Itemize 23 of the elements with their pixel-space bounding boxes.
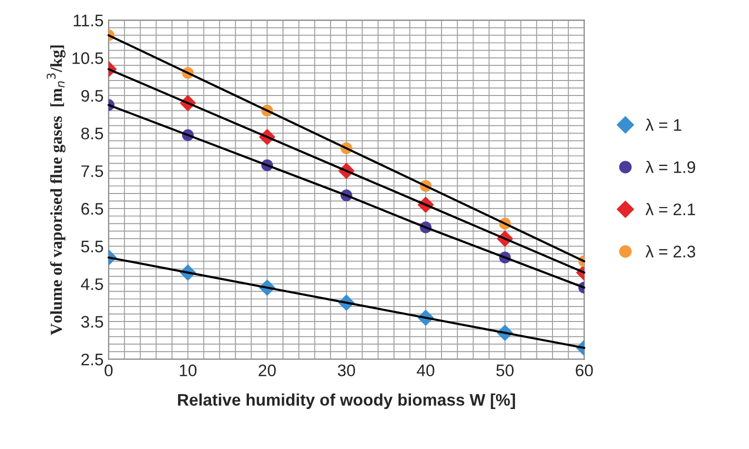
y-tick-label: 4.5 — [80, 278, 104, 290]
x-tick-label: 40 — [416, 364, 434, 376]
x-tick-label: 10 — [180, 364, 196, 376]
y-tick-label: 9.5 — [81, 90, 104, 102]
y-tick-label: 11.5 — [74, 14, 104, 26]
x-tick-label: 20 — [258, 364, 276, 376]
x-axis-title: Relative humidity of woody biomass W [%] — [178, 393, 515, 410]
y-tick-label: 6.5 — [81, 202, 104, 215]
x-tick-label: 50 — [496, 364, 514, 376]
x-tick-label: 60 — [576, 364, 593, 376]
y-tick-label: 7.5 — [81, 165, 104, 178]
legend-label: λ = 2.1 — [646, 203, 696, 216]
y-tick-label: 8.5 — [81, 128, 104, 140]
legend-label: λ = 2.3 — [646, 245, 696, 258]
y-tick-label: 10.5 — [72, 52, 104, 64]
x-tick-label: 30 — [338, 364, 356, 376]
y-axis-title: Volume of vaporised flue gases [m$_{n}$$^{3}$/kg] — [46, 45, 66, 336]
legend-label: λ = 1 — [646, 118, 682, 131]
y-tick-label: 2.5 — [81, 354, 104, 366]
y-tick-label: 5.5 — [81, 240, 104, 252]
legend-label: λ = 1.9 — [646, 160, 696, 174]
x-tick-label: 0 — [104, 364, 113, 376]
y-tick-label: 3.5 — [81, 316, 104, 328]
